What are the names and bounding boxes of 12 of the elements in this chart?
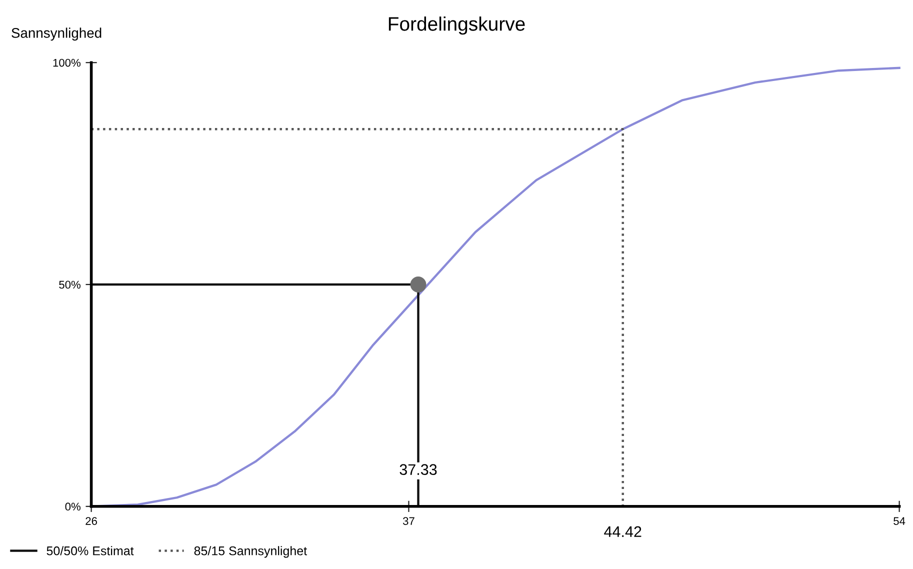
x-tick-label: 54 bbox=[894, 517, 906, 525]
chart-title: Fordelingskurve bbox=[388, 16, 525, 35]
y-tick-label: 50% bbox=[59, 280, 80, 289]
x-tick-label: 37 bbox=[402, 517, 414, 525]
y-tick-label: 100% bbox=[53, 58, 80, 67]
legend-label: 85/15 Sannsynlighet bbox=[194, 546, 307, 558]
annotation: 37.33 bbox=[400, 464, 437, 476]
annotation: 44.42 bbox=[604, 526, 642, 537]
x-tick-label: 26 bbox=[86, 517, 97, 525]
legend-label: 50/50% Estimat bbox=[46, 546, 134, 556]
y-tick-label: 0% bbox=[65, 502, 80, 511]
y-axis-title: Sannsynlighed bbox=[12, 28, 102, 41]
